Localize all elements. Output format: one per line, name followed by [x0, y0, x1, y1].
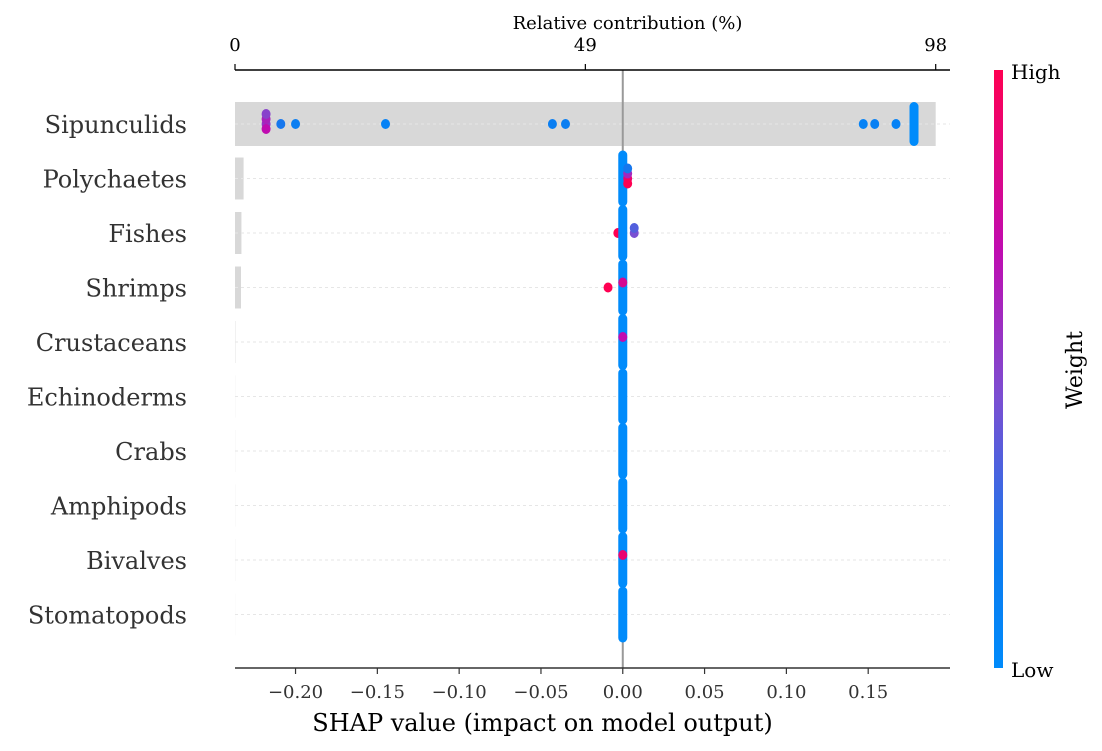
- feature-label-crustaceans: Crustaceans: [36, 329, 187, 357]
- top-tick-label: 49: [574, 35, 597, 56]
- point-sipunculids-3: [261, 109, 271, 119]
- point-sipunculids-6: [381, 119, 391, 129]
- x-tick-label: −0.10: [432, 682, 487, 703]
- colorbar-low-label: Low: [1011, 658, 1053, 682]
- x-tick-label: 0.10: [766, 682, 806, 703]
- x-tick-label: 0.05: [685, 682, 725, 703]
- feature-label-sipunculids: Sipunculids: [45, 111, 187, 139]
- top-tick-label: 0: [229, 35, 240, 56]
- point-sipunculids-10: [870, 119, 880, 129]
- point-stomatopods-0: [618, 586, 628, 643]
- point-echinoderms-0: [618, 368, 628, 425]
- feature-label-fishes: Fishes: [108, 220, 187, 248]
- point-amphipods-0: [618, 477, 628, 534]
- row-grid-lines: [235, 123, 950, 615]
- colorbar-high-label: High: [1011, 60, 1061, 84]
- feature-label-crabs: Crabs: [115, 438, 187, 466]
- point-fishes-3: [629, 223, 639, 233]
- point-sipunculids-11: [891, 119, 901, 129]
- feature-label-stomatopods: Stomatopods: [28, 602, 187, 630]
- top-axis-title: Relative contribution (%): [513, 13, 743, 34]
- x-tick-label: −0.15: [350, 682, 405, 703]
- feature-label-echinoderms: Echinoderms: [27, 384, 187, 412]
- x-tick-label: 0.15: [848, 682, 888, 703]
- x-axis-ticks: −0.20 −0.15 −0.10 −0.05 0.00 0.05 0.10 0.15: [268, 668, 888, 703]
- point-crabs-0: [618, 423, 628, 479]
- feature-labels: Sipunculids Polychaetes Fishes Shrimps Crust…: [27, 111, 187, 630]
- x-axis-title: SHAP value (impact on model output): [312, 709, 773, 737]
- point-sipunculids-8: [561, 119, 571, 129]
- x-tick-label: −0.20: [268, 682, 323, 703]
- x-tick-label: −0.05: [513, 682, 568, 703]
- relative-contribution-bars: [235, 102, 936, 636]
- point-sipunculids-5: [291, 119, 301, 129]
- contribution-bar-fishes: [235, 212, 242, 254]
- feature-label-polychaetes: Polychaetes: [43, 166, 187, 194]
- point-sipunculids-12: [909, 102, 919, 146]
- shap-points: [261, 102, 919, 643]
- point-shrimps-0: [603, 282, 613, 293]
- contribution-bar-polychaetes: [235, 157, 244, 200]
- point-sipunculids-9: [858, 119, 868, 129]
- weight-colorbar: [994, 70, 1003, 668]
- point-shrimps-2: [618, 277, 628, 288]
- point-polychaetes-3: [623, 178, 633, 189]
- x-tick-label: 0.00: [603, 682, 643, 703]
- point-polychaetes-4: [623, 163, 633, 174]
- point-crustaceans-1: [618, 332, 628, 342]
- point-sipunculids-4: [276, 119, 286, 129]
- feature-label-bivalves: Bivalves: [86, 547, 187, 575]
- point-sipunculids-7: [547, 119, 557, 129]
- point-fishes-1: [618, 205, 628, 261]
- feature-label-shrimps: Shrimps: [86, 275, 187, 303]
- top-tick-label: 98: [924, 35, 947, 56]
- colorbar-title: Weight: [1063, 331, 1088, 409]
- top-axis-ticks: 0 49 98: [229, 35, 947, 70]
- point-bivalves-1: [618, 550, 628, 560]
- feature-label-amphipods: Amphipods: [50, 493, 187, 521]
- point-sipunculids-2: [261, 124, 271, 134]
